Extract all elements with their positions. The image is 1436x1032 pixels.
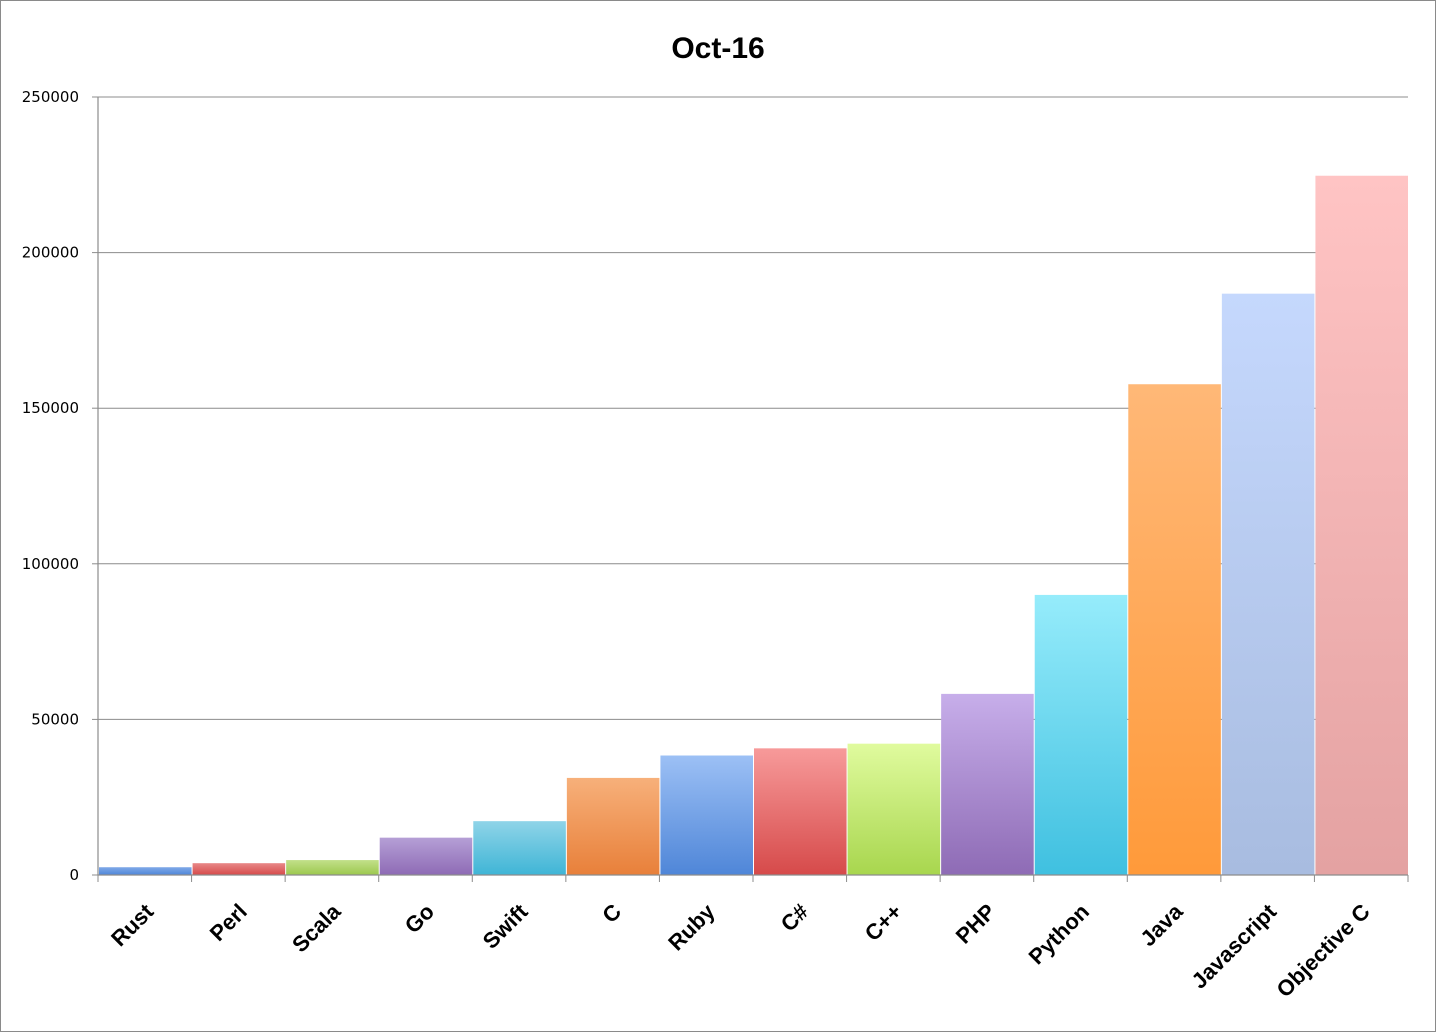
bar-ruby <box>660 755 753 875</box>
bar-rust <box>99 867 192 875</box>
x-tick-label: Rust <box>106 898 159 951</box>
y-tick-labels: 0 50000 100000 150000 200000 250000 <box>22 88 79 884</box>
y-tick-label: 50000 <box>31 710 79 728</box>
bar-objective-c <box>1315 175 1408 876</box>
x-tick-label: Perl <box>205 899 252 946</box>
y-tick-label: 200000 <box>22 244 79 262</box>
x-tick-label: Swift <box>478 898 533 953</box>
bar-scala <box>286 860 379 875</box>
bar-php <box>941 693 1034 875</box>
bar-perl <box>192 863 286 875</box>
bar-c- <box>847 743 941 875</box>
bar-c <box>566 777 660 875</box>
axes <box>92 96 1409 882</box>
bar-python <box>1034 594 1128 875</box>
y-tick-label: 250000 <box>22 88 79 106</box>
y-tick-label: 0 <box>69 866 79 884</box>
x-tick-labels: Rust Perl Scala Go Swift C Ruby C# C++ PHP Python J… <box>106 898 1375 1002</box>
bar-go <box>379 837 473 875</box>
bar-c- <box>754 748 847 875</box>
bars <box>99 175 1408 876</box>
x-tick-label: Java <box>1135 898 1188 951</box>
bar-swift <box>473 821 566 875</box>
chart-title: Oct-16 <box>671 32 764 65</box>
bar-java <box>1128 384 1221 875</box>
x-tick-label: Objective C <box>1271 899 1374 1002</box>
x-tick-label: Ruby <box>663 898 720 955</box>
x-tick-label: C# <box>776 899 814 937</box>
x-tick-label: Python <box>1024 899 1094 969</box>
x-tick-label: Scala <box>287 898 346 957</box>
bar-javascript <box>1221 293 1315 875</box>
x-tick-label: C <box>597 899 626 928</box>
x-tick-label: Javascript <box>1187 898 1282 993</box>
y-tick-label: 100000 <box>22 555 79 573</box>
x-tick-label: PHP <box>951 899 1001 949</box>
y-tick-label: 150000 <box>22 399 79 417</box>
x-tick-label: C++ <box>860 899 907 946</box>
x-tick-label: Go <box>400 899 439 938</box>
